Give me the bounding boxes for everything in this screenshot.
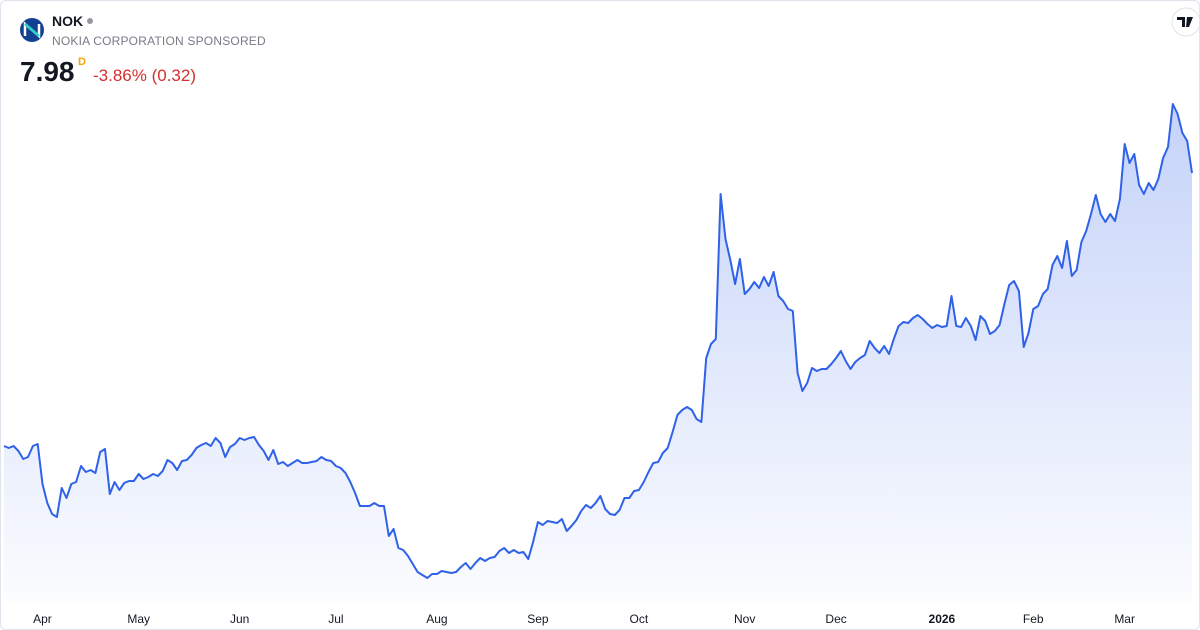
logo	[20, 18, 44, 42]
symbol[interactable]: NOK	[52, 13, 84, 29]
x-tick-label: Sep	[527, 612, 549, 626]
price-line	[3, 103, 1193, 579]
area-fill	[4, 104, 1192, 601]
company-name: NOKIA CORPORATION SPONSORED	[52, 34, 266, 48]
x-tick-label: Aug	[426, 612, 447, 626]
interval: D	[78, 56, 86, 68]
x-tick-label: Mar	[1114, 612, 1135, 626]
status-dot	[87, 18, 93, 24]
x-tick-label: Oct	[630, 612, 649, 626]
x-tick-label: Jul	[328, 612, 343, 626]
x-tick-label: 2026	[929, 612, 956, 626]
x-tick-label: Feb	[1023, 612, 1044, 626]
x-tick-label: Nov	[734, 612, 755, 626]
x-tick-label: Apr	[33, 612, 52, 626]
tradingview-logo[interactable]	[1171, 7, 1199, 37]
x-tick-label: Dec	[825, 612, 846, 626]
x-tick-label: Jun	[230, 612, 249, 626]
price-change: -3.86% (0.32)	[93, 66, 196, 85]
price: 7.98	[20, 56, 75, 87]
x-tick-label: May	[127, 612, 150, 626]
